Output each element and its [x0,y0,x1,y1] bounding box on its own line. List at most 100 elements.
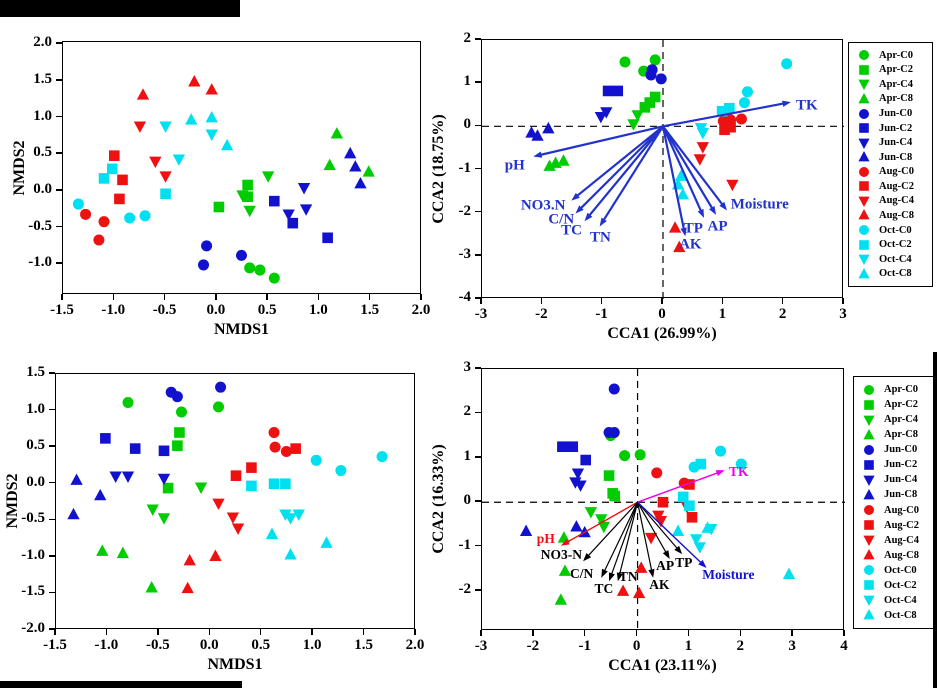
data-point [863,428,875,440]
x-tick-label: -2 [526,638,540,654]
data-point [124,212,136,224]
data-point [741,86,753,98]
data-point [213,201,225,213]
series-Apr-C2 [213,179,253,213]
x-tick [781,298,784,304]
y-tick [56,189,62,191]
data-point [701,521,714,533]
x-tick [532,630,534,636]
legend-label: Oct-C8 [879,268,912,280]
y-tick-label: 1.5 [33,70,52,87]
arrow-label-AP: AP [656,557,675,573]
series-Aug-C0 [80,208,110,246]
data-point [782,567,796,580]
data-point [603,470,615,481]
legend-item-Aug-C0: Aug-C0 [862,504,931,517]
data-point [859,108,869,119]
series-Oct-C4 [694,123,709,140]
x-tick-label: 0 [658,306,666,322]
data-point [690,534,703,546]
x-tick [661,298,663,304]
data-point [619,56,631,68]
y-tick-label: -2 [458,202,472,219]
y-tick [49,445,55,447]
data-point [244,262,256,274]
data-point [122,397,134,409]
x-tick [266,294,268,300]
legend-label: Oct-C4 [884,594,917,606]
legend-item-Aug-C2: Aug-C2 [862,519,931,532]
legend-label: Oct-C4 [879,253,912,265]
data-point [121,471,135,483]
data-point [725,121,736,133]
data-point [284,548,297,560]
data-point [644,97,656,108]
arrow-TN [616,502,639,582]
data-point [268,195,280,207]
legend-item-Jun-C0: Jun-C0 [857,107,930,120]
data-point [693,542,706,554]
series-Aug-C8 [616,561,648,599]
x-tick-label: 1.0 [302,637,322,653]
series-Oct-C2 [677,458,707,512]
y-axis-title-nmds-2: NMDS2 [4,473,21,529]
data-point [635,561,648,573]
legend-label: Oct-C2 [884,579,917,591]
x-axis-title-cca-1: CCA1 (26.99%) [607,325,717,342]
arrow-label-Moisture: Moisture [730,196,789,213]
legend-marker-square-icon [864,460,874,470]
y-tick-label: 2.0 [33,34,52,51]
arrow-label-pH: pH [504,157,525,174]
x-tick-label: 1.0 [309,302,328,318]
arrow-AK [661,126,687,237]
y-tick [475,367,481,369]
legend-label: Jun-C0 [879,108,913,120]
x-tick-label: -1.0 [94,637,119,653]
legend-marker-tri-up-icon [863,489,875,500]
panel-nmds-1 [62,41,421,294]
y-axis-title-nmds-1: NMDS2 [11,139,28,196]
data-point [574,480,587,492]
y-tick-label: -0.5 [21,510,45,527]
data-point [116,546,130,559]
data-point [299,204,313,216]
series-Jun-C8 [344,146,367,189]
legend-label: Apr-C8 [879,93,914,105]
series-Oct-C0 [72,198,151,224]
data-point [542,121,555,134]
legend-marker-tri-up-icon [858,93,870,104]
data-point [292,509,305,522]
arrow-label-TC: TC [594,580,614,596]
x-tick-label: -0.5 [145,637,170,653]
data-point [376,451,388,463]
y-tick-label: 1.5 [26,364,45,380]
series-Apr-C8 [554,531,572,605]
data-point [188,75,201,87]
legend-marker-tri-up-icon [858,209,870,220]
y-tick-label: -1 [458,536,472,553]
data-point [157,513,171,525]
data-point [322,232,333,244]
data-point [859,123,869,133]
y-tick [475,544,481,547]
data-point [194,482,208,494]
data-point [677,491,689,503]
data-point [133,121,147,133]
legend-marker-circle-icon [864,505,874,516]
x-tick [208,629,211,635]
x-tick-label: 2 [736,638,745,654]
data-point [335,465,347,477]
series-Oct-C0 [310,451,388,477]
data-point [162,482,174,494]
legend-marker-square-icon [864,520,874,530]
legend-label: Aug-C0 [884,504,920,516]
data-point [280,446,292,458]
data-point [673,240,686,253]
x-tick-label: -0.5 [152,302,177,318]
arrow-NO3.N [571,125,664,201]
legend-label: Aug-C2 [879,180,915,192]
legend-label: Aug-C2 [884,519,920,531]
legend-marker-tri-down-icon [858,138,870,149]
y-tick [56,262,62,264]
arrow-pH [533,125,664,158]
